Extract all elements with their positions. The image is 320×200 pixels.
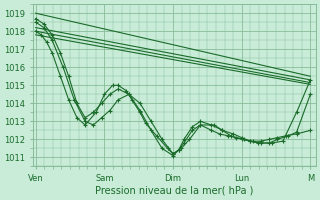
- X-axis label: Pression niveau de la mer( hPa ): Pression niveau de la mer( hPa ): [95, 186, 253, 196]
